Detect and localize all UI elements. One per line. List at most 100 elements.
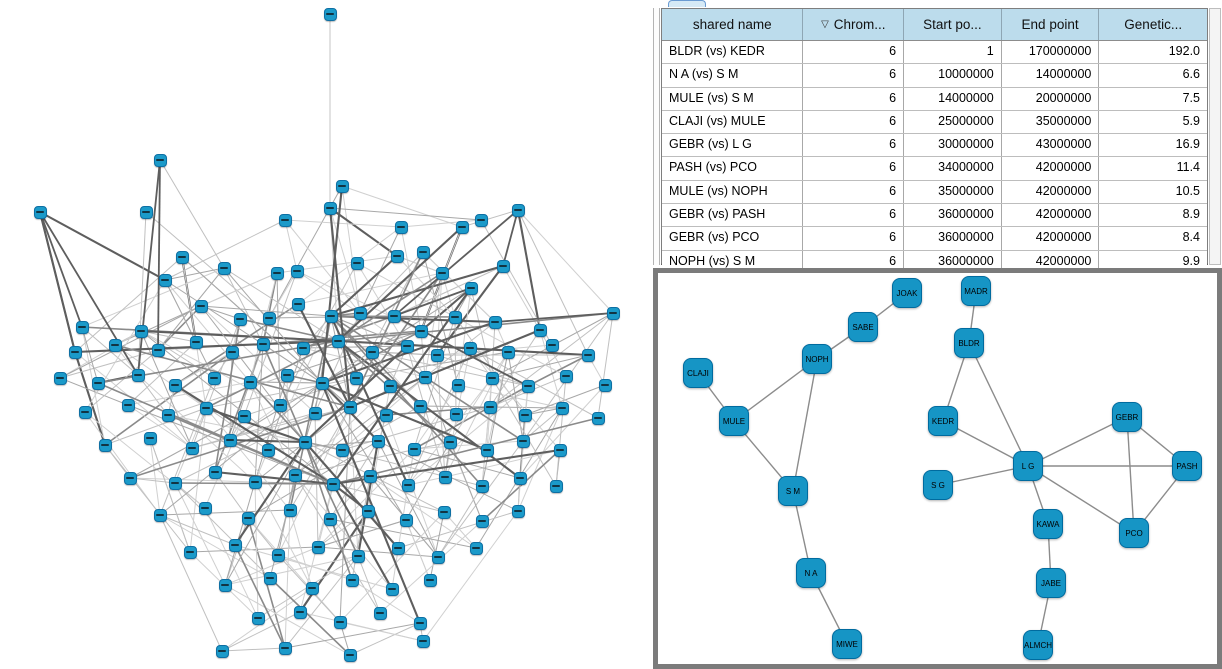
main-network-edge[interactable] bbox=[332, 417, 599, 485]
table-cell[interactable]: 36000000 bbox=[904, 204, 1002, 227]
main-network-node[interactable] bbox=[218, 578, 232, 592]
main-network-edge[interactable] bbox=[294, 376, 426, 476]
main-network-node[interactable] bbox=[416, 245, 430, 259]
table-cell[interactable]: 25000000 bbox=[904, 110, 1002, 134]
main-network-node[interactable] bbox=[241, 511, 255, 525]
table-cell[interactable]: 35000000 bbox=[1002, 110, 1100, 134]
table-cell[interactable]: 30000000 bbox=[904, 134, 1002, 157]
table-tab-stub[interactable] bbox=[668, 0, 706, 7]
main-network-edge[interactable] bbox=[357, 555, 381, 614]
main-network-edge[interactable] bbox=[393, 287, 472, 317]
main-network-node[interactable] bbox=[455, 220, 469, 234]
main-network-node[interactable] bbox=[333, 615, 347, 629]
main-network-node[interactable] bbox=[208, 465, 222, 479]
main-network-node[interactable] bbox=[475, 479, 489, 493]
main-network-edge[interactable] bbox=[420, 330, 426, 378]
main-network-edge[interactable] bbox=[229, 404, 281, 441]
main-network-edge[interactable] bbox=[268, 270, 298, 319]
main-network-node[interactable] bbox=[383, 379, 397, 393]
main-network-edge[interactable] bbox=[221, 587, 313, 652]
table-cell[interactable]: 5.9 bbox=[1182, 113, 1200, 128]
table-cell[interactable]: MULE (vs) NOPH bbox=[662, 180, 804, 204]
detail-network-node-miwe[interactable]: MIWE bbox=[832, 629, 862, 659]
main-network-node[interactable] bbox=[361, 504, 375, 518]
table-cell[interactable]: 6 bbox=[803, 110, 905, 134]
main-network-node[interactable] bbox=[168, 476, 182, 490]
main-network-edge[interactable] bbox=[284, 622, 421, 649]
main-network-edge[interactable] bbox=[339, 511, 445, 623]
main-network-node[interactable] bbox=[270, 266, 284, 280]
main-network-edge[interactable] bbox=[449, 351, 509, 443]
main-network-edge[interactable] bbox=[321, 382, 421, 624]
detail-network-node-sg[interactable]: S G bbox=[923, 470, 953, 500]
main-network-node[interactable] bbox=[400, 339, 414, 353]
main-network-node[interactable] bbox=[158, 273, 172, 287]
main-network-node[interactable] bbox=[251, 611, 265, 625]
main-network-edge[interactable] bbox=[59, 349, 159, 379]
main-network-edge[interactable] bbox=[137, 159, 161, 376]
main-network-node[interactable] bbox=[291, 297, 305, 311]
main-network-node[interactable] bbox=[98, 438, 112, 452]
main-network-edge[interactable] bbox=[379, 520, 483, 614]
table-cell[interactable]: 14000000 bbox=[1002, 64, 1100, 87]
main-network-edge[interactable] bbox=[332, 287, 472, 485]
main-network-edge[interactable] bbox=[304, 441, 359, 557]
main-network-node[interactable] bbox=[533, 323, 547, 337]
table-cell[interactable]: 6.6 bbox=[1182, 67, 1200, 82]
main-network-edge[interactable] bbox=[349, 329, 541, 408]
main-network-edge[interactable] bbox=[441, 272, 456, 318]
main-network-node[interactable] bbox=[371, 434, 385, 448]
main-network-edge[interactable] bbox=[249, 381, 323, 384]
main-network-node[interactable] bbox=[373, 606, 387, 620]
table-cell[interactable]: CLAJI (vs) MULE bbox=[662, 110, 804, 134]
main-network-node[interactable] bbox=[443, 435, 457, 449]
main-network-node[interactable] bbox=[474, 213, 488, 227]
main-network-edge[interactable] bbox=[39, 211, 76, 353]
main-network-edge[interactable] bbox=[129, 477, 256, 483]
main-network-node[interactable] bbox=[75, 320, 89, 334]
main-network-edge[interactable] bbox=[517, 385, 529, 512]
main-network-node[interactable] bbox=[483, 400, 497, 414]
main-network-edge[interactable] bbox=[351, 579, 421, 624]
main-network-node[interactable] bbox=[518, 408, 532, 422]
main-network-edge[interactable] bbox=[407, 377, 493, 486]
main-network-node[interactable] bbox=[293, 605, 307, 619]
table-cell[interactable]: 6 bbox=[803, 180, 905, 204]
main-network-node[interactable] bbox=[407, 442, 421, 456]
main-network-edge[interactable] bbox=[97, 382, 334, 485]
main-network-node[interactable] bbox=[189, 335, 203, 349]
main-network-edge[interactable] bbox=[200, 305, 306, 443]
table-row[interactable]: PASH (vs) PCO 6 34000000 42000000 11.4 bbox=[662, 157, 1207, 181]
table-cell[interactable]: 6 bbox=[803, 134, 905, 157]
main-network-edge[interactable] bbox=[491, 354, 589, 379]
table-cell[interactable]: 16.9 bbox=[1175, 137, 1200, 152]
table-cell[interactable]: 43000000 bbox=[1002, 134, 1100, 157]
main-network-node[interactable] bbox=[350, 256, 364, 270]
main-network-edge[interactable] bbox=[140, 330, 281, 406]
main-network-node[interactable] bbox=[151, 343, 165, 357]
table-cell[interactable]: GEBR (vs) L G bbox=[662, 134, 804, 157]
main-network-node[interactable] bbox=[431, 550, 445, 564]
main-network-node[interactable] bbox=[225, 345, 239, 359]
main-network-edge[interactable] bbox=[247, 517, 341, 623]
table-cell[interactable]: 7.5 bbox=[1182, 90, 1200, 105]
main-network-edge[interactable] bbox=[262, 343, 306, 443]
main-network-edge[interactable] bbox=[444, 449, 561, 478]
main-network-edge[interactable] bbox=[174, 482, 226, 586]
main-network-edge[interactable] bbox=[221, 611, 301, 652]
main-network-node[interactable] bbox=[464, 281, 478, 295]
main-network-node[interactable] bbox=[511, 203, 525, 217]
main-network-edge[interactable] bbox=[337, 226, 463, 342]
main-network-node[interactable] bbox=[598, 378, 612, 392]
main-network-node[interactable] bbox=[581, 348, 595, 362]
main-network-edge[interactable] bbox=[297, 303, 351, 408]
main-network-edge[interactable] bbox=[174, 384, 334, 485]
main-network-edge[interactable] bbox=[341, 185, 463, 228]
detail-network-node-lg[interactable]: L G bbox=[1013, 451, 1043, 481]
table-row[interactable]: MULE (vs) S M 6 14000000 20000000 7.5 bbox=[662, 87, 1207, 111]
main-network-node[interactable] bbox=[349, 371, 363, 385]
table-cell[interactable]: BLDR (vs) KEDR bbox=[662, 41, 804, 64]
main-network-edge[interactable] bbox=[437, 440, 524, 558]
filter-icon[interactable]: ▽ bbox=[821, 19, 829, 30]
main-network-node[interactable] bbox=[228, 538, 242, 552]
